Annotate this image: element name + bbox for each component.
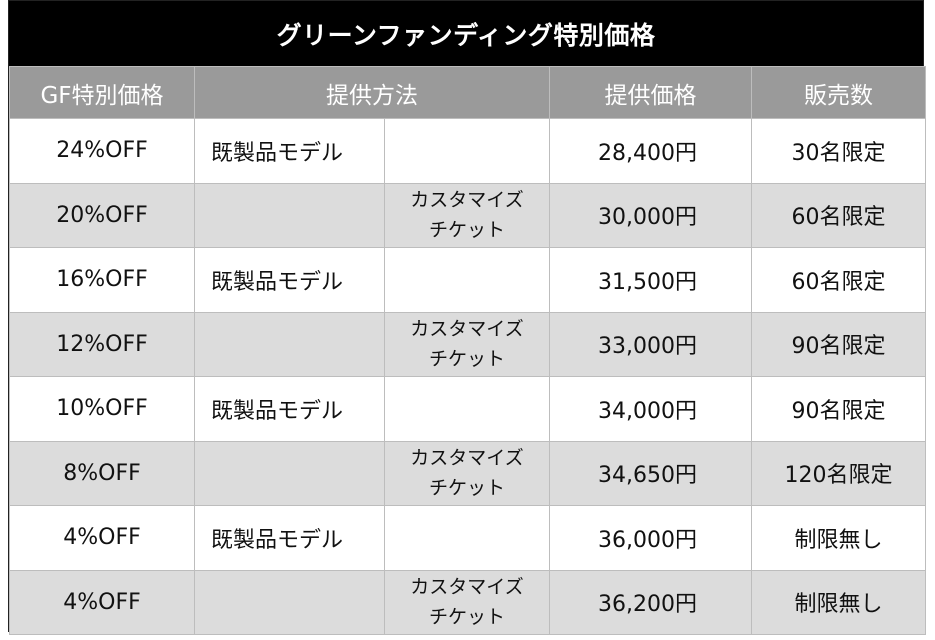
- table-body: 24%OFF 既製品モデル 28,400円 30名限定 20%OFF カスタマイズ チケット…: [9, 118, 926, 635]
- cell-method-ticket: カスタマイズ チケット: [384, 569, 550, 635]
- cell-sales-limit: 90名限定: [751, 311, 926, 377]
- cell-sales-limit: 30名限定: [751, 118, 926, 184]
- cell-price: 28,400円: [549, 118, 752, 184]
- header-row: GF特別価格 提供方法 提供価格 販売数: [9, 66, 926, 119]
- cell-discount: 4%OFF: [9, 505, 195, 571]
- cell-sales-limit: 120名限定: [751, 440, 926, 506]
- cell-discount: 16%OFF: [9, 247, 195, 313]
- cell-price: 31,500円: [549, 247, 752, 313]
- header-sales: 販売数: [751, 66, 926, 119]
- table-title: グリーンファンディング特別価格: [9, 1, 923, 66]
- cell-price: 34,000円: [549, 376, 752, 442]
- cell-method-ticket: [384, 376, 550, 442]
- cell-discount: 12%OFF: [9, 311, 195, 377]
- cell-method-model: 既製品モデル: [194, 118, 385, 184]
- cell-sales-limit: 60名限定: [751, 247, 926, 313]
- cell-sales-limit: 制限無し: [751, 505, 926, 571]
- cell-discount: 20%OFF: [9, 182, 195, 248]
- ticket-line-2: チケット: [428, 219, 505, 242]
- ticket-line-2: チケット: [428, 348, 505, 371]
- cell-method-model: 既製品モデル: [194, 247, 385, 313]
- ticket-line-2: チケット: [428, 606, 505, 629]
- table-row: 24%OFF 既製品モデル 28,400円 30名限定: [9, 118, 926, 184]
- cell-discount: 24%OFF: [9, 118, 195, 184]
- cell-discount: 8%OFF: [9, 440, 195, 506]
- cell-method-model: 既製品モデル: [194, 505, 385, 571]
- pricing-sheet: グリーンファンディング特別価格 GF特別価格 提供方法 提供価格 販売数 24%…: [8, 0, 926, 635]
- table-row: 16%OFF 既製品モデル 31,500円 60名限定: [9, 247, 926, 313]
- table-row: 10%OFF 既製品モデル 34,000円 90名限定: [9, 376, 926, 442]
- cell-discount: 10%OFF: [9, 376, 195, 442]
- cell-method-model: [194, 182, 385, 248]
- cell-method-ticket: カスタマイズ チケット: [384, 440, 550, 506]
- ticket-line-1: カスタマイズ: [410, 318, 524, 341]
- header-discount: GF特別価格: [9, 66, 195, 119]
- cell-method-model: [194, 311, 385, 377]
- cell-discount: 4%OFF: [9, 569, 195, 635]
- cell-price: 36,000円: [549, 505, 752, 571]
- table-row: 12%OFF カスタマイズ チケット 33,000円 90名限定: [9, 311, 926, 377]
- cell-price: 34,650円: [549, 440, 752, 506]
- table-row: 20%OFF カスタマイズ チケット 30,000円 60名限定: [9, 182, 926, 248]
- header-price: 提供価格: [549, 66, 752, 119]
- ticket-line-1: カスタマイズ: [410, 576, 524, 599]
- cell-method-model: 既製品モデル: [194, 376, 385, 442]
- cell-method-model: [194, 569, 385, 635]
- cell-sales-limit: 60名限定: [751, 182, 926, 248]
- table-row: 4%OFF 既製品モデル 36,000円 制限無し: [9, 505, 926, 571]
- cell-price: 33,000円: [549, 311, 752, 377]
- ticket-line-1: カスタマイズ: [410, 189, 524, 212]
- cell-method-ticket: カスタマイズ チケット: [384, 311, 550, 377]
- cell-price: 30,000円: [549, 182, 752, 248]
- cell-method-ticket: カスタマイズ チケット: [384, 182, 550, 248]
- cell-price: 36,200円: [549, 569, 752, 635]
- cell-sales-limit: 90名限定: [751, 376, 926, 442]
- cell-method-ticket: [384, 505, 550, 571]
- price-table: GF特別価格 提供方法 提供価格 販売数 24%OFF 既製品モデル 28,400円…: [9, 66, 926, 635]
- cell-method-ticket: [384, 247, 550, 313]
- cell-method-ticket: [384, 118, 550, 184]
- table-row: 8%OFF カスタマイズ チケット 34,650円 120名限定: [9, 440, 926, 506]
- cell-method-model: [194, 440, 385, 506]
- cell-sales-limit: 制限無し: [751, 569, 926, 635]
- table-row: 4%OFF カスタマイズ チケット 36,200円 制限無し: [9, 569, 926, 635]
- ticket-line-2: チケット: [428, 477, 505, 500]
- header-method: 提供方法: [194, 66, 550, 119]
- ticket-line-1: カスタマイズ: [410, 447, 524, 470]
